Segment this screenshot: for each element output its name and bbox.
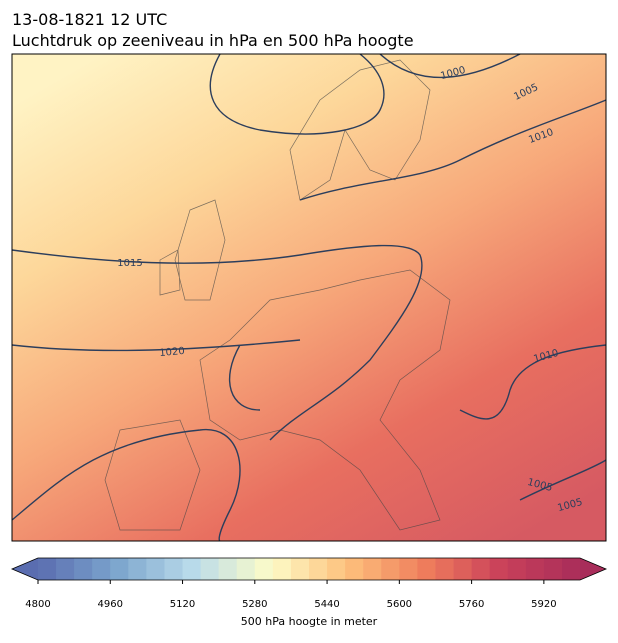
- colorbar-tick-label: 4960: [98, 599, 123, 610]
- colorbar-outline: [10, 557, 608, 581]
- colorbar-bin: [435, 558, 455, 580]
- colorbar-bin: [56, 558, 75, 580]
- isobar: [12, 339, 301, 411]
- colorbar-bin: [417, 558, 436, 580]
- colorbar-bin: [146, 558, 165, 580]
- coastline: [289, 59, 431, 201]
- colorbar-bin: [453, 558, 473, 580]
- colorbar-bin: [236, 558, 256, 580]
- colorbar-bin: [399, 558, 418, 580]
- colorbar-extend-high: [580, 558, 606, 580]
- isobar: [12, 429, 241, 541]
- colorbar-extend-low: [12, 558, 38, 580]
- isobar: [12, 244, 423, 441]
- colorbar-bin: [182, 558, 202, 580]
- colorbar-bin: [200, 558, 220, 580]
- colorbar-bin: [309, 558, 328, 580]
- colorbar-bin: [74, 558, 93, 580]
- isobar-label: 1020: [159, 346, 185, 359]
- colorbar-bin: [471, 558, 491, 580]
- isobar: [459, 344, 606, 420]
- colorbar-bin: [489, 558, 509, 580]
- title: 13-08-1821 12 UTC: [12, 10, 167, 29]
- isobar: [209, 54, 385, 135]
- colorbar-bin: [327, 558, 346, 580]
- colorbar-bin: [110, 558, 129, 580]
- colorbar-tick-label: 4800: [25, 599, 50, 610]
- isobar-label: 1015: [117, 258, 142, 269]
- colorbar-bin: [381, 558, 400, 580]
- colorbar-bin: [290, 558, 310, 580]
- colorbar-bin: [128, 558, 147, 580]
- map-frame: [11, 53, 607, 542]
- colorbar-tick-label: 5760: [459, 599, 484, 610]
- map: [12, 54, 606, 541]
- colorbar-bin: [164, 558, 184, 580]
- coastline: [104, 419, 201, 531]
- colorbar-bin: [345, 558, 364, 580]
- colorbar-bin: [272, 558, 292, 580]
- subtitle: Luchtdruk op zeeniveau in hPa en 500 hPa…: [12, 31, 414, 50]
- colorbar-tick-label: 5120: [170, 599, 195, 610]
- isobar: [519, 459, 606, 501]
- colorbar-bin: [363, 558, 382, 580]
- coastline: [159, 199, 226, 301]
- colorbar-bin: [525, 558, 545, 580]
- colorbar-bin: [92, 558, 111, 580]
- isobar: [299, 99, 606, 201]
- colorbar-bin: [543, 558, 563, 580]
- height-field: [12, 54, 606, 541]
- colorbar-bin: [218, 558, 238, 580]
- colorbar-bin: [507, 558, 527, 580]
- colorbar-tick-label: 5600: [387, 599, 412, 610]
- coastline: [199, 269, 451, 531]
- colorbar-tick-label: 5440: [314, 599, 339, 610]
- colorbar: 4800 4960 5120 5280 5440 5600 5760 5920: [10, 557, 608, 610]
- colorbar-bin: [561, 558, 581, 580]
- colorbar-tick-label: 5920: [531, 599, 556, 610]
- isobar: [379, 54, 521, 79]
- colorbar-bin: [38, 558, 57, 580]
- colorbar-tick-label: 5280: [242, 599, 267, 610]
- colorbar-bin: [254, 558, 274, 580]
- colorbar-label: 500 hPa hoogte in meter: [241, 615, 378, 628]
